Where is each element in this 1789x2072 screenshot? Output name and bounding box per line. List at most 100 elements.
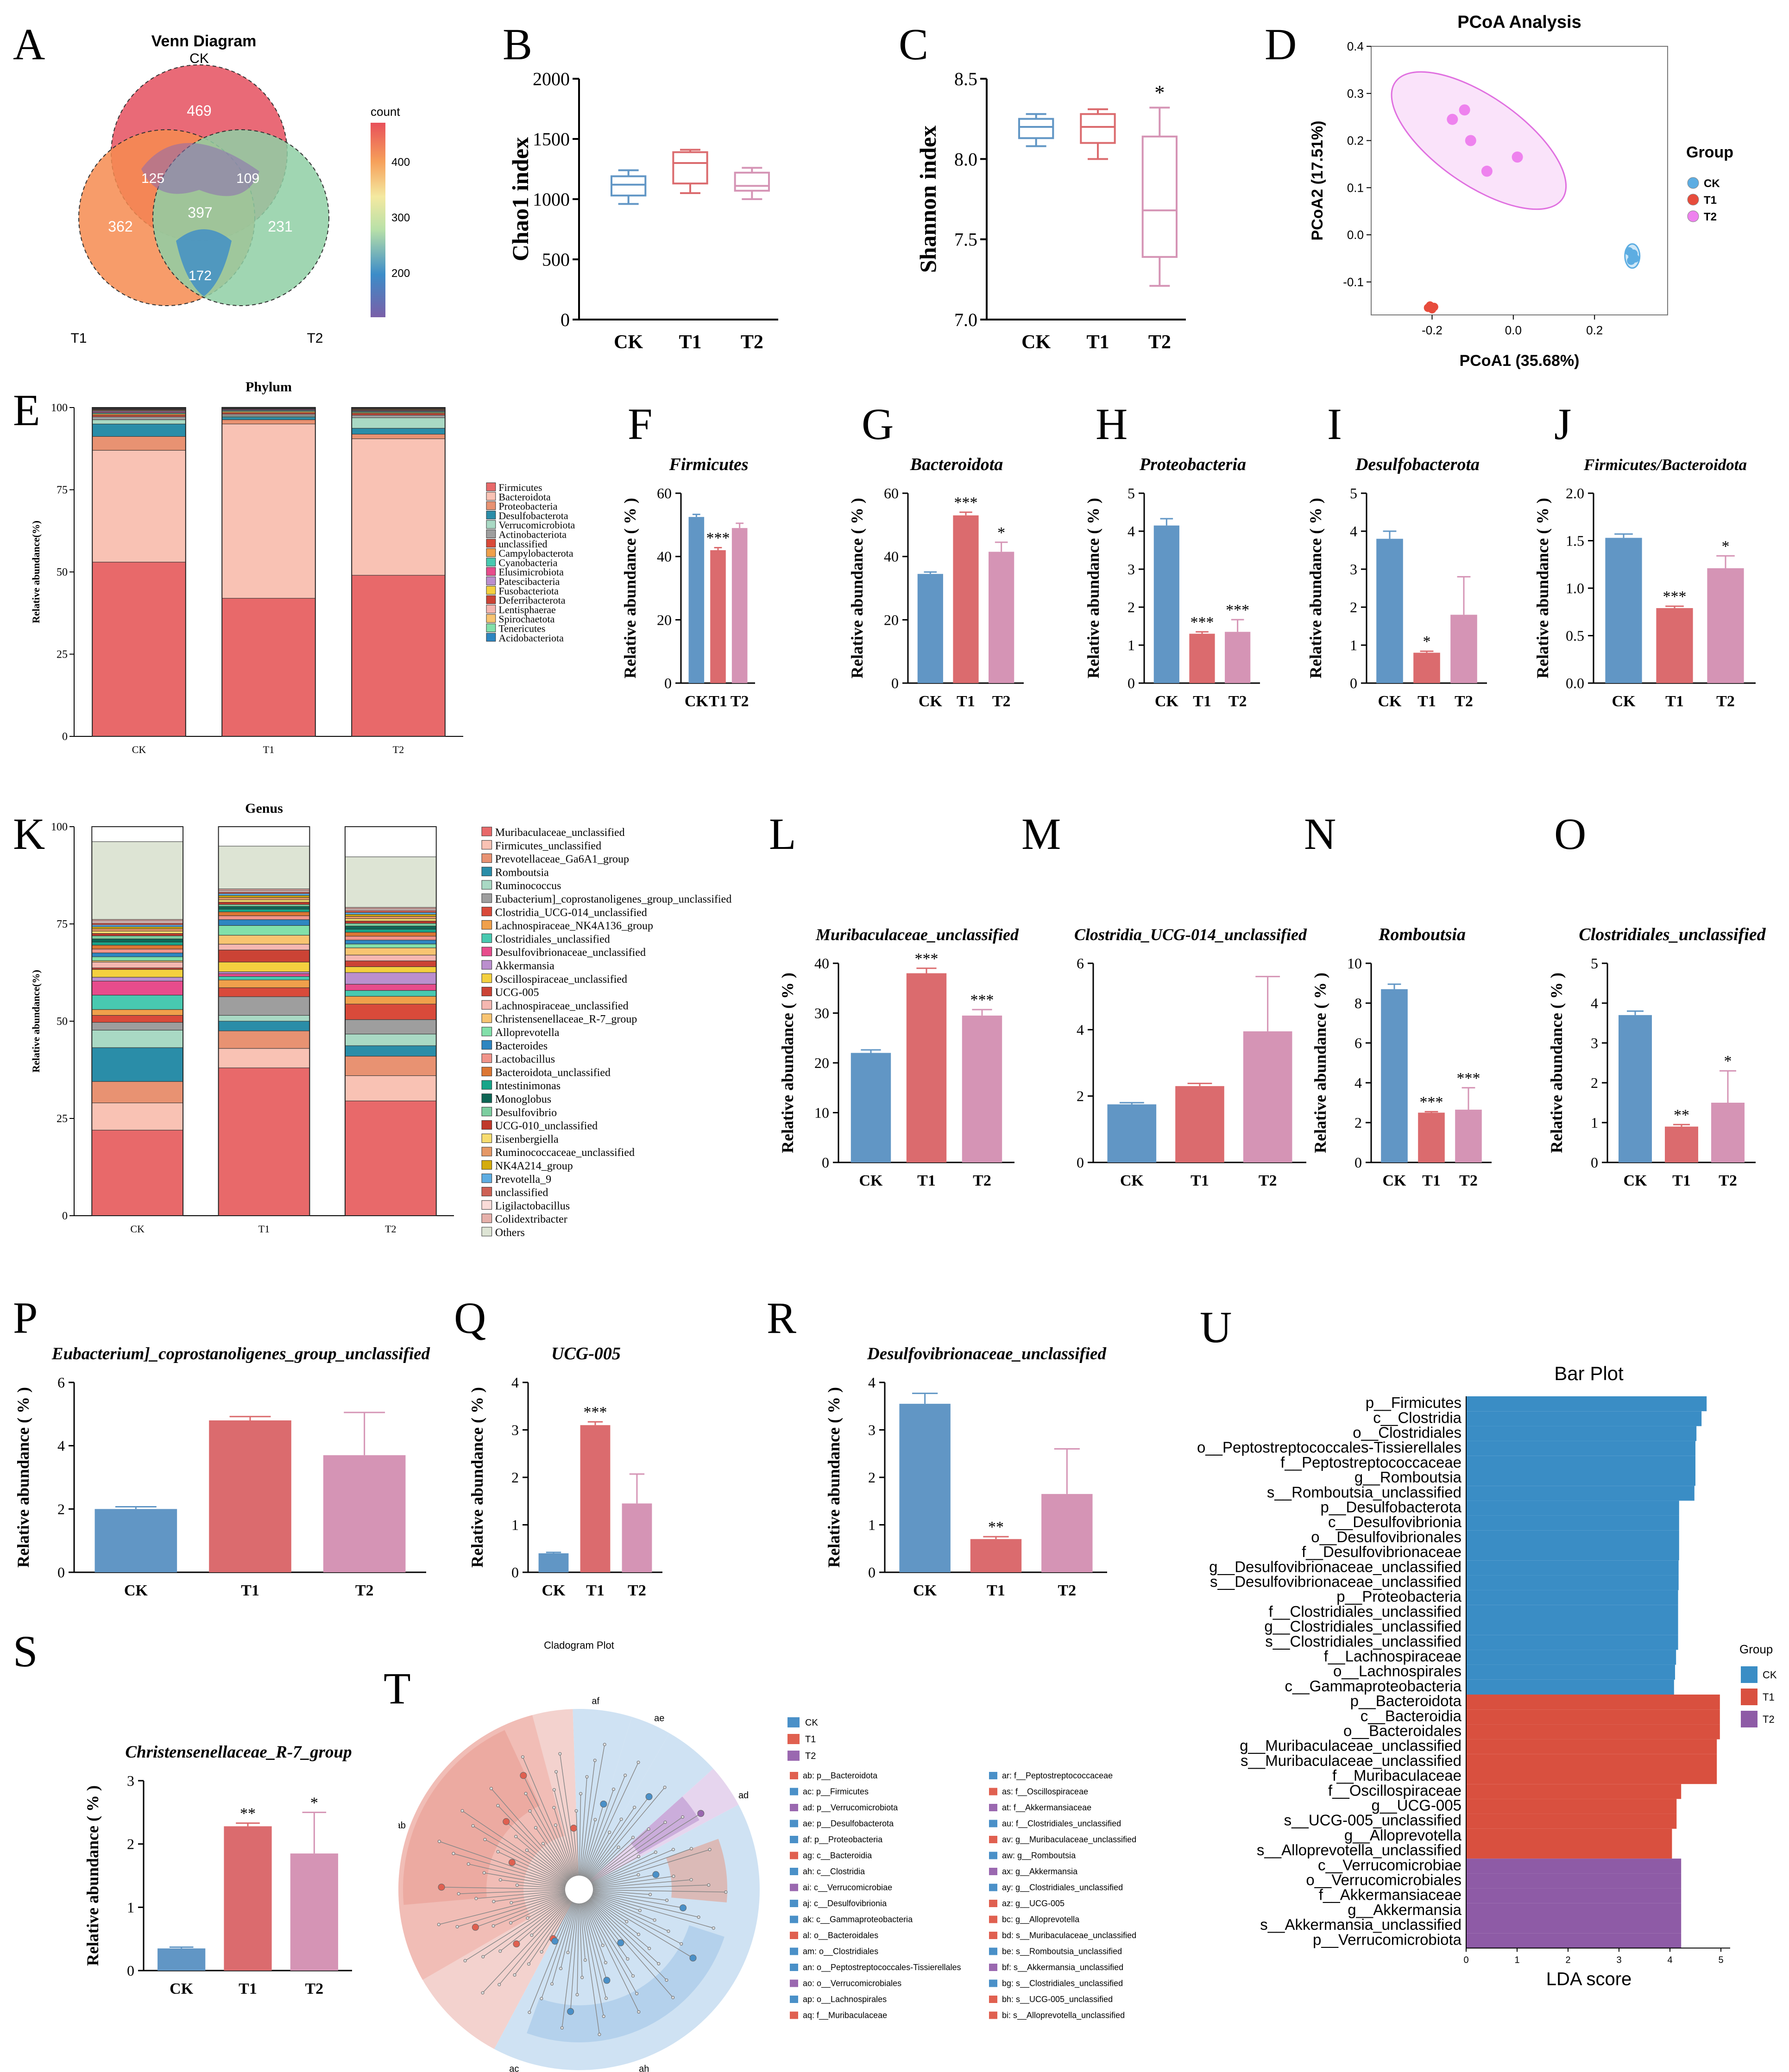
bar-label: c__Clostridia xyxy=(1373,1409,1461,1426)
legend-swatch xyxy=(989,1788,997,1796)
significance-mark: *** xyxy=(706,530,730,547)
branch xyxy=(581,1903,604,2017)
legend-swatch xyxy=(790,1947,798,1955)
significance-mark: *** xyxy=(1457,1070,1480,1087)
node xyxy=(612,1787,616,1791)
legend-label: aw: g__Romboutsia xyxy=(1002,1851,1076,1861)
node xyxy=(681,1815,685,1819)
branch xyxy=(591,1856,639,1884)
x-tick-label: T1 xyxy=(258,1223,270,1235)
legend-label: af: p__Proteobacteria xyxy=(803,1835,883,1845)
significance-mark: *** xyxy=(584,1404,607,1421)
legend-label: Campylobacterota xyxy=(498,547,573,559)
legend-label: ah: c__Clostridia xyxy=(803,1867,865,1877)
x-tick-label: T1 xyxy=(917,1172,936,1189)
branch xyxy=(459,1890,566,1894)
significance-mark: ** xyxy=(240,1805,256,1822)
legend-swatch xyxy=(486,548,496,557)
node xyxy=(498,1983,501,1986)
legend-label: T1 xyxy=(1763,1691,1775,1703)
bar xyxy=(1605,538,1642,683)
chart-title: Desulfovibrionaceae_unclassified xyxy=(867,1344,1106,1363)
box xyxy=(611,175,647,197)
bar-label: s__Akkermansia_unclassified xyxy=(1260,1916,1461,1933)
bar-label: g__Muribaculaceae_unclassified xyxy=(1240,1737,1461,1754)
y-tick-label: 0 xyxy=(62,1210,68,1222)
overlap-region xyxy=(141,143,259,196)
stack-segment xyxy=(351,413,446,415)
y-tick-label: 0 xyxy=(1591,1154,1598,1171)
branch xyxy=(592,1894,640,1911)
legend-label: CK xyxy=(805,1718,818,1728)
legend-label: Acidobacteriota xyxy=(498,632,564,644)
node xyxy=(541,1842,545,1846)
bar xyxy=(1455,1110,1482,1162)
significance-mark: ** xyxy=(988,1519,1004,1536)
bar-outline xyxy=(221,407,316,737)
y-tick-label: 0.3 xyxy=(1347,87,1364,100)
legend-swatch xyxy=(486,510,496,520)
node xyxy=(652,1871,660,1878)
y-tick-label: 1.5 xyxy=(1566,533,1584,549)
chart-d: PCoA Analysis -0.2 0.0 0.2 -0.1 0.0 0.1 0.2 0.3 0… xyxy=(1309,13,1733,370)
node xyxy=(600,1800,607,1808)
node xyxy=(579,1792,583,1796)
region-count: 109 xyxy=(236,171,259,186)
y-axis-label: Relative abundance ( % ) xyxy=(1547,973,1566,1153)
legend-swatch xyxy=(481,880,492,890)
stack-segment xyxy=(218,1048,310,1068)
stack-segment xyxy=(218,899,310,903)
x-tick-label: T2 xyxy=(1259,1172,1277,1189)
stack-segment xyxy=(91,967,183,970)
x-tick-label: 3 xyxy=(1616,1955,1621,1965)
legend-label: ap: o__Lachnospirales xyxy=(803,1995,887,2004)
panel-label-o: O xyxy=(1554,809,1587,859)
stack-segment xyxy=(92,450,186,563)
branch xyxy=(441,1887,566,1890)
significance-mark: * xyxy=(1423,633,1431,650)
branch xyxy=(590,1897,627,1922)
chart-i: Desulfobacterota 0 1 2 3 4 5 Relative abundance… xyxy=(1306,455,1487,710)
legend-label: Proteobacteria xyxy=(498,501,557,512)
stack-segment xyxy=(218,1030,310,1049)
lda-bar xyxy=(1466,1664,1675,1680)
panel-label-p: P xyxy=(13,1293,38,1343)
node xyxy=(653,1918,656,1922)
stack-segment xyxy=(91,956,183,961)
bar-label: s__UCG-005_unclassified xyxy=(1284,1812,1461,1829)
node xyxy=(534,1826,538,1829)
x-tick-label: T2 xyxy=(1228,693,1247,710)
bar-outline xyxy=(344,826,437,1216)
node xyxy=(633,1806,636,1809)
x-tick-label: CK xyxy=(1612,693,1636,710)
y-axis-label: Relative abundance ( % ) xyxy=(1533,498,1552,678)
branch xyxy=(586,1807,635,1878)
stack-segment xyxy=(218,846,310,889)
x-tick-label: -0.2 xyxy=(1422,323,1443,337)
y-tick-label: 3 xyxy=(1350,561,1357,578)
chart-title: Bacteroidota xyxy=(910,455,1003,474)
bar xyxy=(850,1053,891,1162)
y-axis-label: Relative abundance ( % ) xyxy=(83,1785,102,1966)
x-tick-label: T1 xyxy=(987,1582,1005,1599)
legend-label: Others xyxy=(495,1227,525,1239)
legend-swatch xyxy=(486,633,496,642)
node xyxy=(667,1929,670,1933)
panel-label-k: K xyxy=(13,809,45,859)
branch xyxy=(583,1902,607,1981)
lda-bar xyxy=(1466,1456,1695,1471)
branch xyxy=(585,1901,637,1994)
x-tick-label: CK xyxy=(1120,1172,1144,1189)
branch xyxy=(573,1828,579,1876)
branch xyxy=(475,1894,567,1928)
x-tick-label: T1 xyxy=(263,744,274,755)
x-tick-label: T2 xyxy=(731,693,749,710)
x-tick-label: 2 xyxy=(1565,1955,1570,1965)
legend-label: Elusimicrobiota xyxy=(498,566,564,578)
legend-label: Firmicutes xyxy=(498,482,542,493)
legend-swatch xyxy=(486,529,496,538)
stack-segment xyxy=(345,1045,437,1057)
panel-label-m: M xyxy=(1021,809,1061,859)
x-tick-label: CK xyxy=(1383,1172,1407,1189)
bar-label: f__Muribaculaceae xyxy=(1332,1767,1461,1784)
